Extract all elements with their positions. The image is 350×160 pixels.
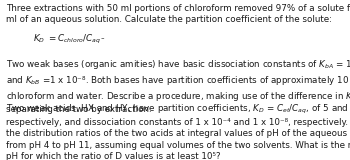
Text: Three extractions with 50 ml portions of chloroform removed 97% of a solute from: Three extractions with 50 ml portions of… — [6, 4, 350, 24]
Text: Two weak acids, HX and HY, have partition coefficients, $K_D$ = $C_{et}/C_{aq}$,: Two weak acids, HX and HY, have partitio… — [6, 102, 350, 160]
Text: $\mathit{K}_D\ =C_{chloro}/C_{aq^-}$: $\mathit{K}_D\ =C_{chloro}/C_{aq^-}$ — [33, 33, 106, 46]
Text: Two weak bases (organic amities) have basic dissociation constants of $K_{bA}$ =: Two weak bases (organic amities) have ba… — [6, 58, 350, 114]
